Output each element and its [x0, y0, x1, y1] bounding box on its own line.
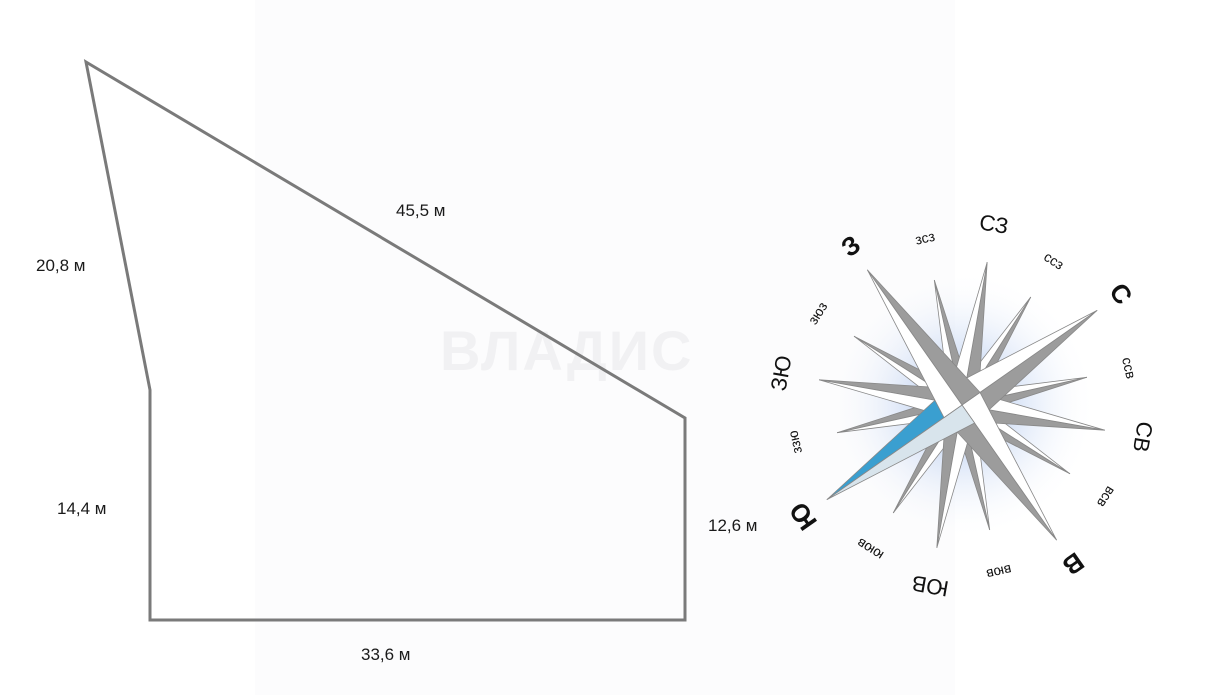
- compass-label: ЮВ: [910, 570, 951, 601]
- side-length-right: 12,6 м: [708, 516, 758, 535]
- compass-label: вюв: [985, 562, 1013, 583]
- compass-label: З: [835, 229, 866, 263]
- compass-point-light-half: [867, 269, 963, 419]
- side-length-left-upper: 20,8 м: [36, 256, 86, 275]
- compass-point-light-half: [826, 404, 976, 500]
- side-length-left-lower: 14,4 м: [57, 499, 107, 518]
- background-panel: [255, 0, 955, 695]
- compass-label: ссв: [1119, 356, 1139, 380]
- compass-label: ссз: [1041, 248, 1067, 272]
- compass-label: В: [1057, 546, 1090, 581]
- compass-label: ююв: [854, 535, 887, 564]
- compass-label: ЗЮ: [766, 353, 797, 392]
- compass-label: всв: [1094, 484, 1119, 511]
- side-length-bottom: 33,6 м: [361, 645, 411, 664]
- compass-label: СЗ: [977, 209, 1010, 239]
- side-length-top: 45,5 м: [396, 201, 446, 220]
- watermark-logo: ВЛАДИС: [440, 319, 694, 382]
- compass-label: ззю: [784, 429, 805, 455]
- compass-label: С: [1103, 277, 1138, 310]
- compass-label: зсз: [914, 228, 937, 248]
- land-plot-outline: [83, 58, 687, 622]
- compass-label: Ю: [783, 497, 823, 536]
- compass-label: зюз: [805, 299, 831, 327]
- compass-label: СВ: [1128, 420, 1158, 454]
